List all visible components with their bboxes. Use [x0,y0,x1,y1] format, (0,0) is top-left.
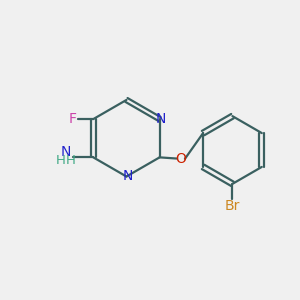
Text: O: O [176,152,186,166]
Text: N: N [60,145,70,159]
Text: H: H [65,154,75,167]
Text: F: F [69,112,77,126]
Text: Br: Br [225,199,240,213]
Text: N: N [156,112,166,126]
Text: N: N [123,169,133,184]
Text: H: H [56,154,65,167]
